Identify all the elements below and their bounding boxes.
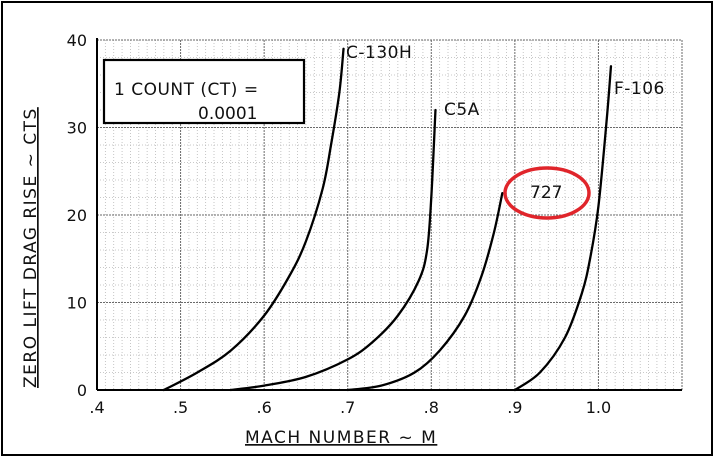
series-line-f106: [513, 65, 613, 392]
y-tick-label: 40: [67, 31, 87, 50]
series-label-f106: F-106: [614, 79, 665, 99]
chart-ticks: .4 .5 .6 .7 .8 .9 1.0 0 10 20 30 40: [67, 31, 612, 417]
series-label-c130h: C-130H: [346, 43, 412, 63]
x-tick-label: .6: [257, 398, 272, 417]
annotation-line-1: 1 COUNT (CT) =: [114, 80, 259, 100]
y-tick-label: 10: [67, 294, 87, 313]
highlight-ellipse-727: [503, 166, 591, 220]
chart-curves: [162, 47, 613, 392]
x-tick-label: 1.0: [586, 398, 611, 417]
series-line-c5a: [229, 108, 437, 392]
series-label-727: 727: [530, 183, 562, 203]
x-tick-label: .7: [340, 398, 355, 417]
series-line-c130h: [162, 47, 345, 392]
y-axis-title: ZERO LIFT DRAG RISE ~ CTS: [21, 107, 41, 388]
annotation-line-2: 0.0001: [198, 104, 257, 124]
x-tick-label: .9: [507, 398, 522, 417]
y-tick-label: 30: [67, 119, 87, 138]
series-label-c5a: C5A: [444, 100, 480, 120]
y-tick-label: 0: [77, 381, 87, 400]
annotation-box: [102, 58, 306, 125]
x-tick-label: .4: [89, 398, 104, 417]
x-tick-label: .5: [173, 398, 188, 417]
y-tick-label: 20: [67, 206, 87, 225]
x-tick-label: .8: [424, 398, 439, 417]
series-line-727: [346, 191, 504, 392]
chart-axes: [96, 38, 682, 391]
x-axis-title: MACH NUMBER ~ M: [245, 428, 437, 448]
